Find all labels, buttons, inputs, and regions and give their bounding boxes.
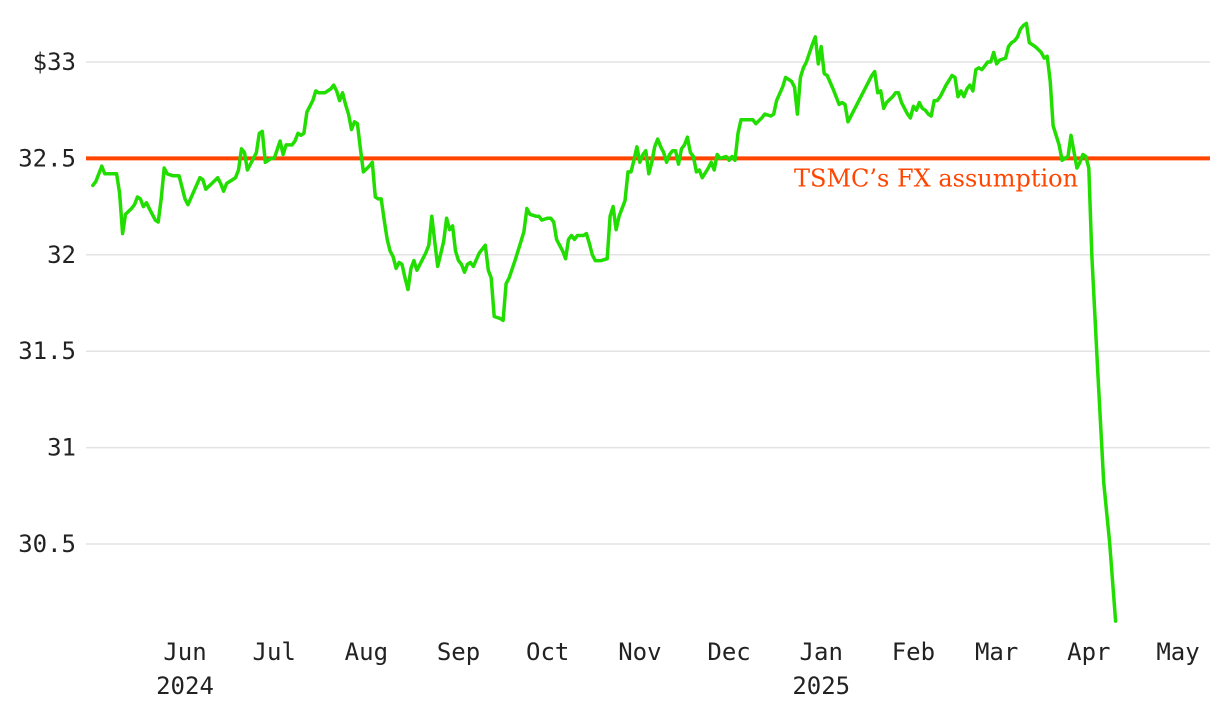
- series-line: [91, 21, 1118, 623]
- x-tick-label: Apr: [1067, 638, 1110, 666]
- y-tick-label: 31.5: [18, 337, 76, 365]
- x-axis-labels: Jun 2024 Jul Aug Sep Oct Nov Dec Jan 2025 Feb Mar Ap…: [156, 638, 1200, 700]
- x-tick-label: Jul: [253, 638, 296, 666]
- x-tick-label: Oct: [526, 638, 569, 666]
- x-tick-label: Jun: [163, 638, 206, 666]
- x-tick-label: Sep: [437, 638, 480, 666]
- x-tick-year-label: 2024: [156, 672, 214, 700]
- x-tick-label: Aug: [345, 638, 388, 666]
- series-group: [91, 21, 1118, 623]
- y-tick-label: $33: [33, 48, 76, 76]
- x-tick-label: Jan: [800, 638, 843, 666]
- x-tick-label: Nov: [618, 638, 661, 666]
- x-tick-label: Feb: [892, 638, 935, 666]
- y-tick-label: 32.5: [18, 144, 76, 172]
- fx-assumption-label: TSMC’s FX assumption: [794, 164, 1078, 192]
- y-axis-labels: $33 32.5 32 31.5 31 30.5: [18, 48, 76, 558]
- y-tick-label: 30.5: [18, 530, 76, 558]
- x-tick-label: Mar: [975, 638, 1018, 666]
- y-tick-label: 31: [47, 434, 76, 462]
- gridlines: [86, 61, 1210, 545]
- x-tick-label: Dec: [707, 638, 750, 666]
- x-tick-year-label: 2025: [792, 672, 850, 700]
- x-tick-label: May: [1156, 638, 1199, 666]
- y-tick-label: 32: [47, 241, 76, 269]
